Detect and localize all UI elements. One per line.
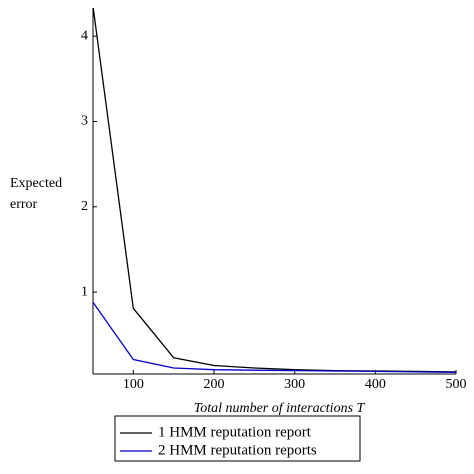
y-tick-label: 1 [81, 284, 88, 299]
legend-label: 2 HMM reputation reports [158, 442, 317, 458]
y-axis-label: Expected error [10, 176, 63, 212]
y-tick-label: 3 [81, 114, 88, 129]
x-tick-label: 300 [284, 377, 305, 392]
x-tick-label: 100 [123, 377, 144, 392]
x-tick-label: 400 [365, 377, 386, 392]
legend-box [114, 415, 361, 462]
y-tick-label: 2 [81, 199, 88, 214]
x-tick-label: 200 [204, 377, 225, 392]
series-line [93, 8, 456, 373]
x-axis-label: Total number of interactions T [194, 401, 366, 416]
series-line [93, 301, 456, 373]
legend-label: 1 HMM reputation report [158, 424, 312, 440]
y-tick-label: 4 [81, 28, 88, 43]
x-tick-label: 500 [446, 377, 467, 392]
